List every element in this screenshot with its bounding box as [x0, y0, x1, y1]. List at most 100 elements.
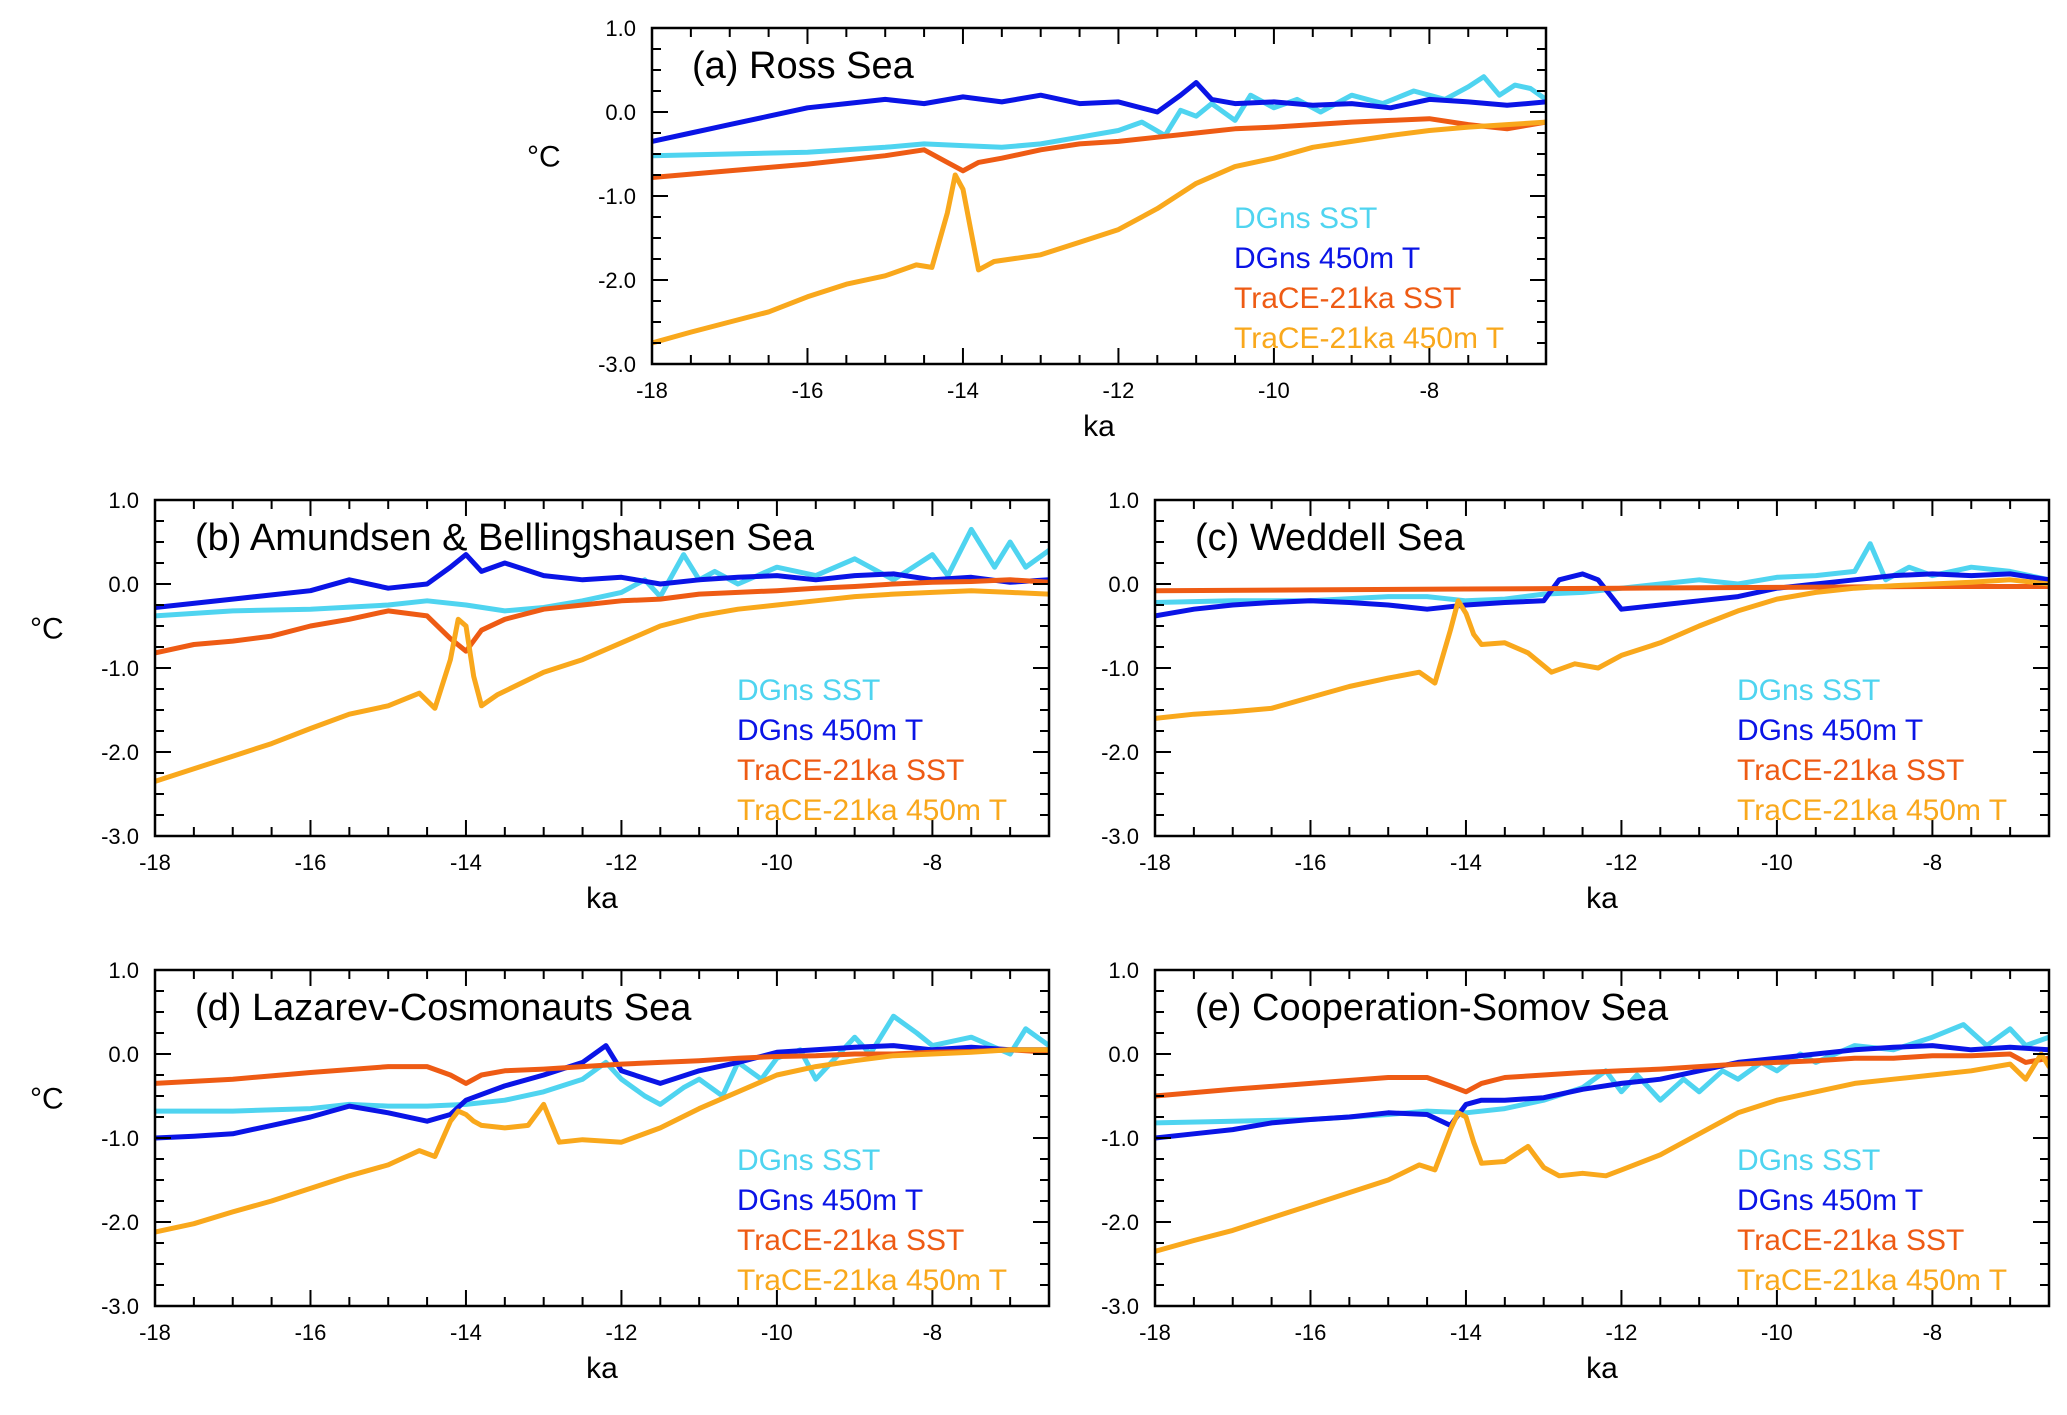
x-tick-label: -18 [139, 1320, 171, 1345]
x-tick-label: -8 [1923, 1320, 1943, 1345]
x-tick-label: -8 [923, 850, 943, 875]
y-tick-label: 1.0 [1108, 488, 1139, 513]
y-tick-label: -1.0 [101, 656, 139, 681]
panel-title: (a) Ross Sea [692, 45, 915, 87]
series-line-dgns-450m [1155, 1043, 2049, 1141]
series-line-dgns-450m [652, 80, 1546, 144]
series-line-trace-450m [1155, 577, 2049, 721]
legend-entry-trace-450m: TraCE-21ka 450m T [1234, 322, 1504, 355]
x-tick-label: -12 [606, 1320, 638, 1345]
y-tick-label: -3.0 [101, 824, 139, 849]
panel-b: -18 -16 -14 -12 -10 -8 1.0 0.0 -1.0 -2.0 -3.0 ka °C (… [30, 488, 1051, 915]
y-tick-label: 0.0 [1108, 572, 1139, 597]
x-tick-label: -16 [1295, 1320, 1327, 1345]
x-tick-label: -18 [139, 850, 171, 875]
legend-entry-trace-450m: TraCE-21ka 450m T [1737, 794, 2007, 827]
x-tick-label: -8 [923, 1320, 943, 1345]
y-tick-label: -1.0 [1101, 1126, 1139, 1151]
y-tick-label: 1.0 [108, 958, 139, 983]
series-line-trace-450m [155, 588, 1049, 784]
series-line-trace-450m [1155, 1051, 2049, 1254]
y-tick-label: -2.0 [598, 268, 636, 293]
y-tick-label: 1.0 [1108, 958, 1139, 983]
x-tick-label: -16 [295, 1320, 327, 1345]
series-line-trace-sst [155, 577, 1049, 656]
series-line-dgns-450m [155, 552, 1049, 610]
legend-entry-trace-sst: TraCE-21ka SST [1234, 282, 1461, 315]
x-tick-label: -12 [606, 850, 638, 875]
x-tick-label: -14 [1450, 850, 1482, 875]
y-tick-label: -1.0 [1101, 656, 1139, 681]
x-axis-title: ka [586, 882, 618, 915]
x-axis-title: ka [1586, 882, 1618, 915]
x-tick-label: -8 [1420, 378, 1440, 403]
x-tick-label: -18 [1139, 1320, 1171, 1345]
series-line-dgns-sst [1155, 541, 2049, 605]
y-tick-label: 0.0 [605, 100, 636, 125]
series-line-trace-sst [652, 116, 1546, 180]
legend-entry-trace-sst: TraCE-21ka SST [1737, 1224, 1964, 1257]
x-tick-label: -14 [947, 378, 979, 403]
legend-entry-dgns-sst: DGns SST [1234, 202, 1377, 235]
panel-c: -18 -16 -14 -12 -10 -8 1.0 0.0 -1.0 -2.0 -3.0 ka (c)… [1101, 488, 2051, 915]
legend-entry-dgns-450m: DGns 450m T [1737, 1184, 1923, 1217]
x-tick-label: -16 [295, 850, 327, 875]
y-tick-label: -1.0 [101, 1126, 139, 1151]
legend-entry-dgns-sst: DGns SST [1737, 674, 1880, 707]
x-tick-label: -12 [1103, 378, 1135, 403]
y-tick-label: 0.0 [108, 572, 139, 597]
panel-title: (b) Amundsen & Bellingshausen Sea [195, 517, 815, 559]
y-axis-title: °C [527, 141, 561, 174]
y-tick-label: 0.0 [1108, 1042, 1139, 1067]
x-tick-label: -10 [1761, 1320, 1793, 1345]
panel-e: -18 -16 -14 -12 -10 -8 1.0 0.0 -1.0 -2.0 -3.0 ka (e)… [1101, 958, 2051, 1385]
series-line-dgns-450m [1155, 571, 2049, 619]
y-tick-label: 0.0 [108, 1042, 139, 1067]
x-axis-title: ka [1083, 410, 1115, 443]
x-axis-title: ka [1586, 1352, 1618, 1385]
legend-entry-dgns-sst: DGns SST [737, 1144, 880, 1177]
panel-d: -18 -16 -14 -12 -10 -8 1.0 0.0 -1.0 -2.0 -3.0 ka °C (… [30, 958, 1051, 1385]
panel-title: (d) Lazarev-Cosmonauts Sea [195, 987, 692, 1029]
y-axis-title: °C [30, 1083, 64, 1116]
y-tick-label: -2.0 [101, 1210, 139, 1235]
y-tick-label: -3.0 [1101, 824, 1139, 849]
series-line-dgns-450m [155, 1043, 1049, 1141]
legend-entry-trace-450m: TraCE-21ka 450m T [737, 1264, 1007, 1297]
x-tick-label: -14 [1450, 1320, 1482, 1345]
y-tick-label: -2.0 [101, 740, 139, 765]
series-line-dgns-sst [155, 1013, 1049, 1114]
x-tick-label: -18 [636, 378, 668, 403]
y-tick-label: 1.0 [108, 488, 139, 513]
series-line-dgns-sst [1155, 1022, 2049, 1126]
legend-entry-trace-450m: TraCE-21ka 450m T [737, 794, 1007, 827]
y-axis-title: °C [30, 613, 64, 646]
legend-entry-dgns-450m: DGns 450m T [1234, 242, 1420, 275]
legend-entry-dgns-450m: DGns 450m T [1737, 714, 1923, 747]
panel-title: (c) Weddell Sea [1195, 517, 1466, 559]
x-tick-label: -12 [1606, 1320, 1638, 1345]
legend-entry-trace-450m: TraCE-21ka 450m T [1737, 1264, 2007, 1297]
series-line-dgns-sst [652, 74, 1546, 159]
y-tick-label: -3.0 [1101, 1294, 1139, 1319]
y-tick-label: -2.0 [1101, 740, 1139, 765]
x-tick-label: -12 [1606, 850, 1638, 875]
y-tick-label: -3.0 [101, 1294, 139, 1319]
legend-entry-dgns-sst: DGns SST [1737, 1144, 1880, 1177]
y-tick-label: -2.0 [1101, 1210, 1139, 1235]
x-tick-label: -10 [761, 1320, 793, 1345]
x-tick-label: -8 [1923, 850, 1943, 875]
panel-title: (e) Cooperation-Somov Sea [1195, 987, 1669, 1029]
x-axis-title: ka [586, 1352, 618, 1385]
x-tick-label: -16 [1295, 850, 1327, 875]
y-tick-label: -3.0 [598, 352, 636, 377]
series-line-trace-450m [652, 119, 1546, 346]
x-tick-label: -18 [1139, 850, 1171, 875]
panel-a: -18 -16 -14 -12 -10 -8 1.0 0.0 -1.0 -2.0 -3.0 ka °C (… [527, 16, 1548, 443]
legend-entry-dgns-450m: DGns 450m T [737, 714, 923, 747]
x-tick-label: -10 [761, 850, 793, 875]
x-tick-label: -14 [450, 850, 482, 875]
x-tick-label: -10 [1258, 378, 1290, 403]
x-tick-label: -14 [450, 1320, 482, 1345]
